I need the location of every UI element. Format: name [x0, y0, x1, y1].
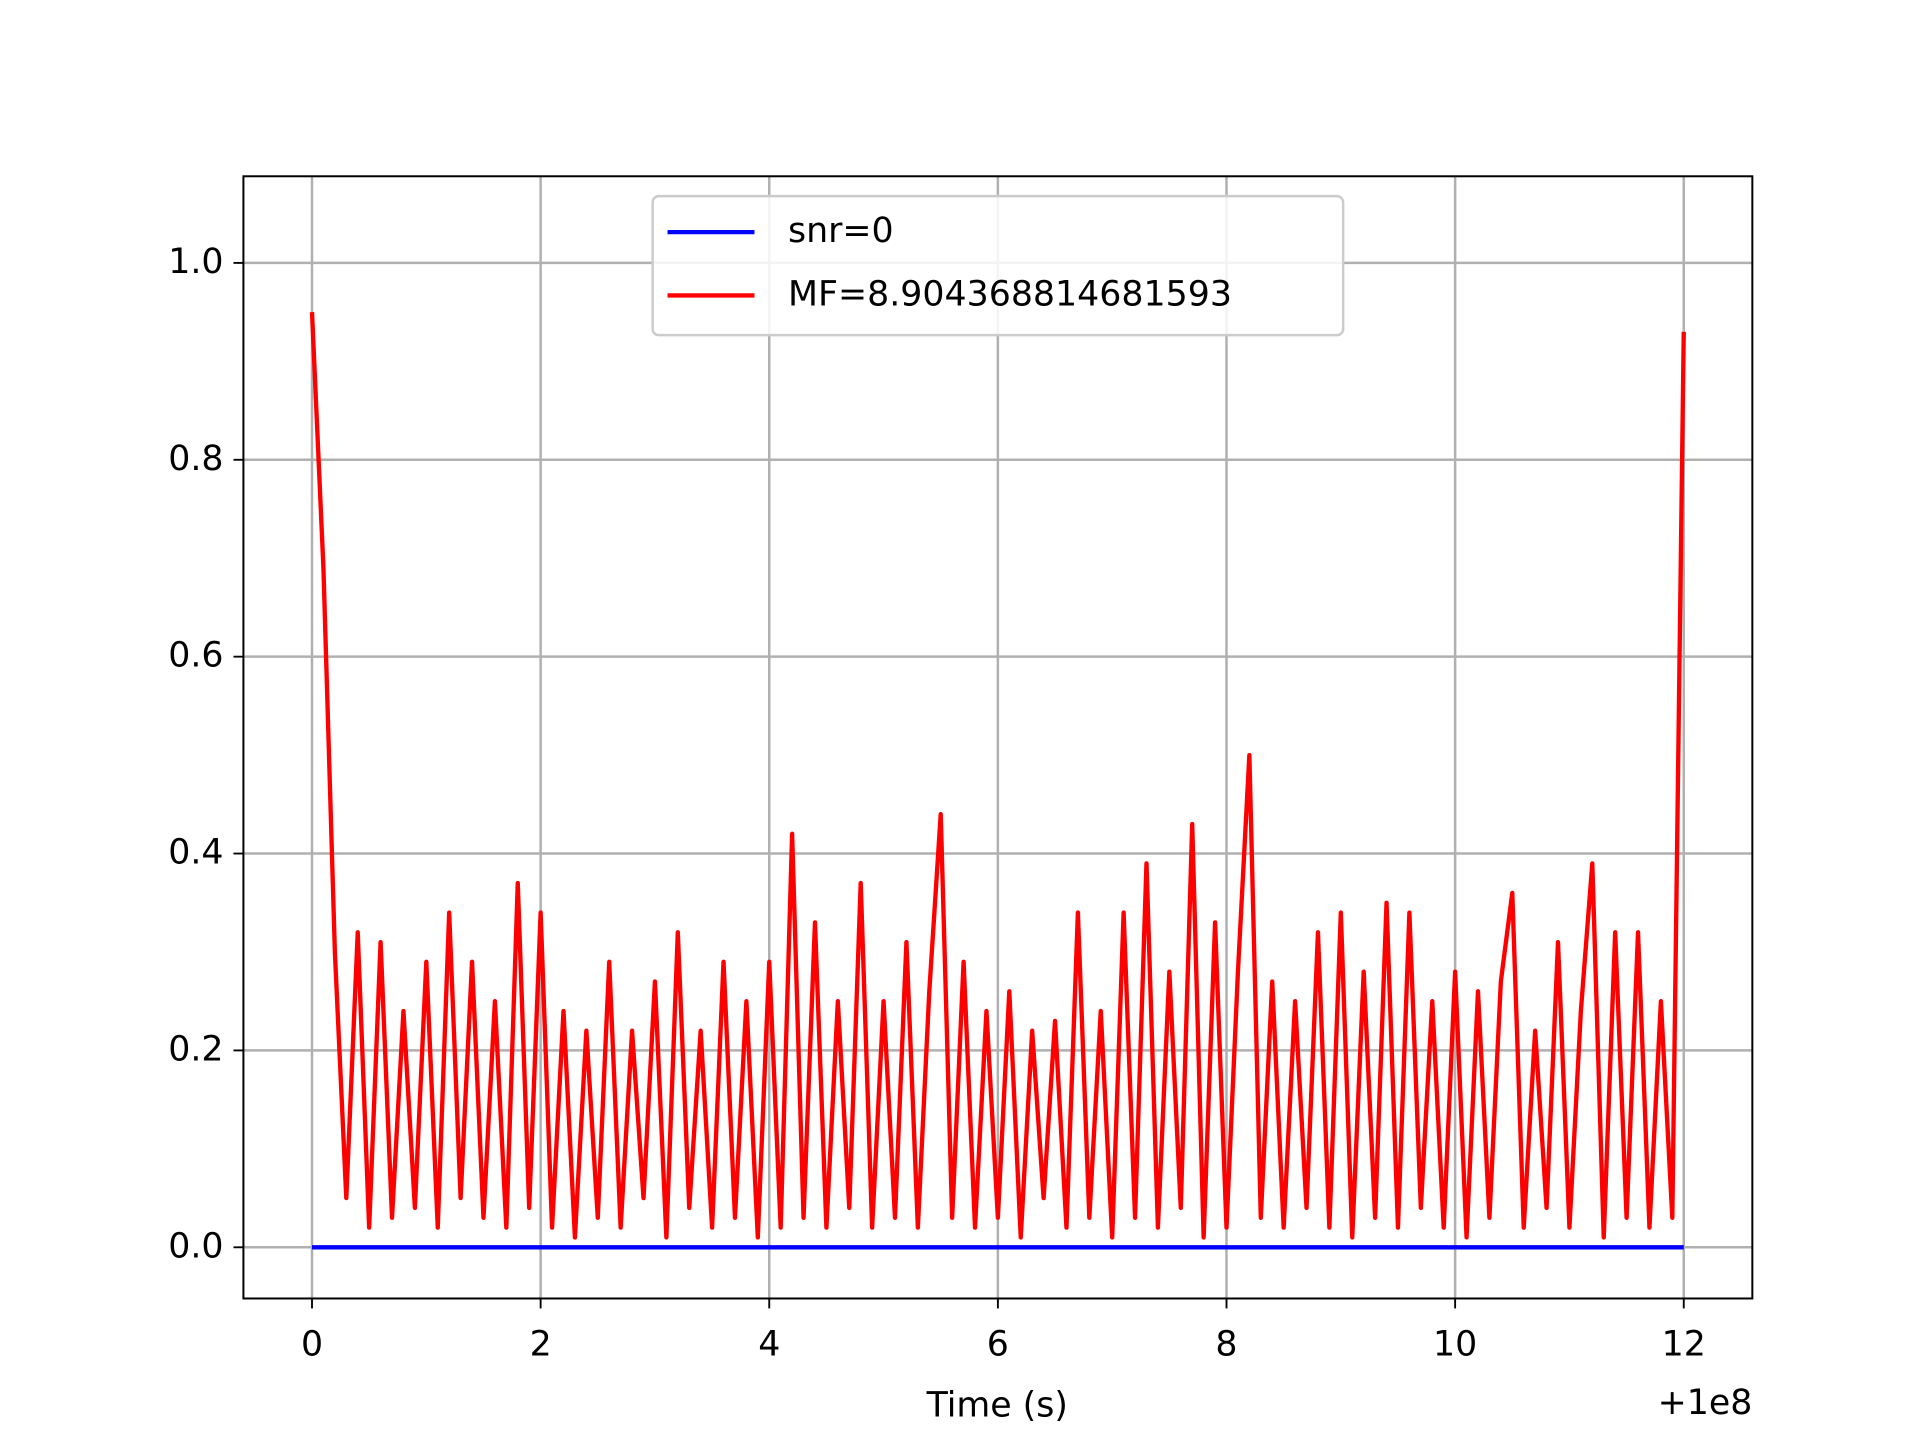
y-tick-label: 0.2: [168, 1029, 223, 1069]
x-tick-label: 12: [1662, 1325, 1706, 1365]
legend-label: MF=8.904368814681593: [788, 274, 1232, 314]
y-tick-label: 0.4: [168, 833, 223, 873]
x-tick-label: 0: [301, 1325, 323, 1365]
x-offset-label: +1e8: [1658, 1383, 1753, 1423]
x-tick-label: 4: [758, 1325, 780, 1365]
x-tick-label: 6: [987, 1325, 1009, 1365]
x-axis-label: Time (s): [926, 1385, 1068, 1425]
plot-frame: [242, 175, 1754, 1300]
x-tick-label: 8: [1215, 1325, 1237, 1365]
x-tick-label: 2: [530, 1325, 552, 1365]
y-tick-label: 1.0: [168, 242, 223, 282]
legend-label: snr=0: [788, 211, 894, 251]
x-tick-label: 10: [1433, 1325, 1477, 1365]
y-tick-label: 0.8: [168, 439, 223, 479]
legend: snr=0 MF=8.904368814681593: [651, 194, 1345, 337]
y-tick-label: 0.6: [168, 636, 223, 676]
y-tick-label: 0.0: [168, 1226, 223, 1266]
series-line: [309, 312, 1686, 1240]
legend-box: [651, 194, 1345, 337]
